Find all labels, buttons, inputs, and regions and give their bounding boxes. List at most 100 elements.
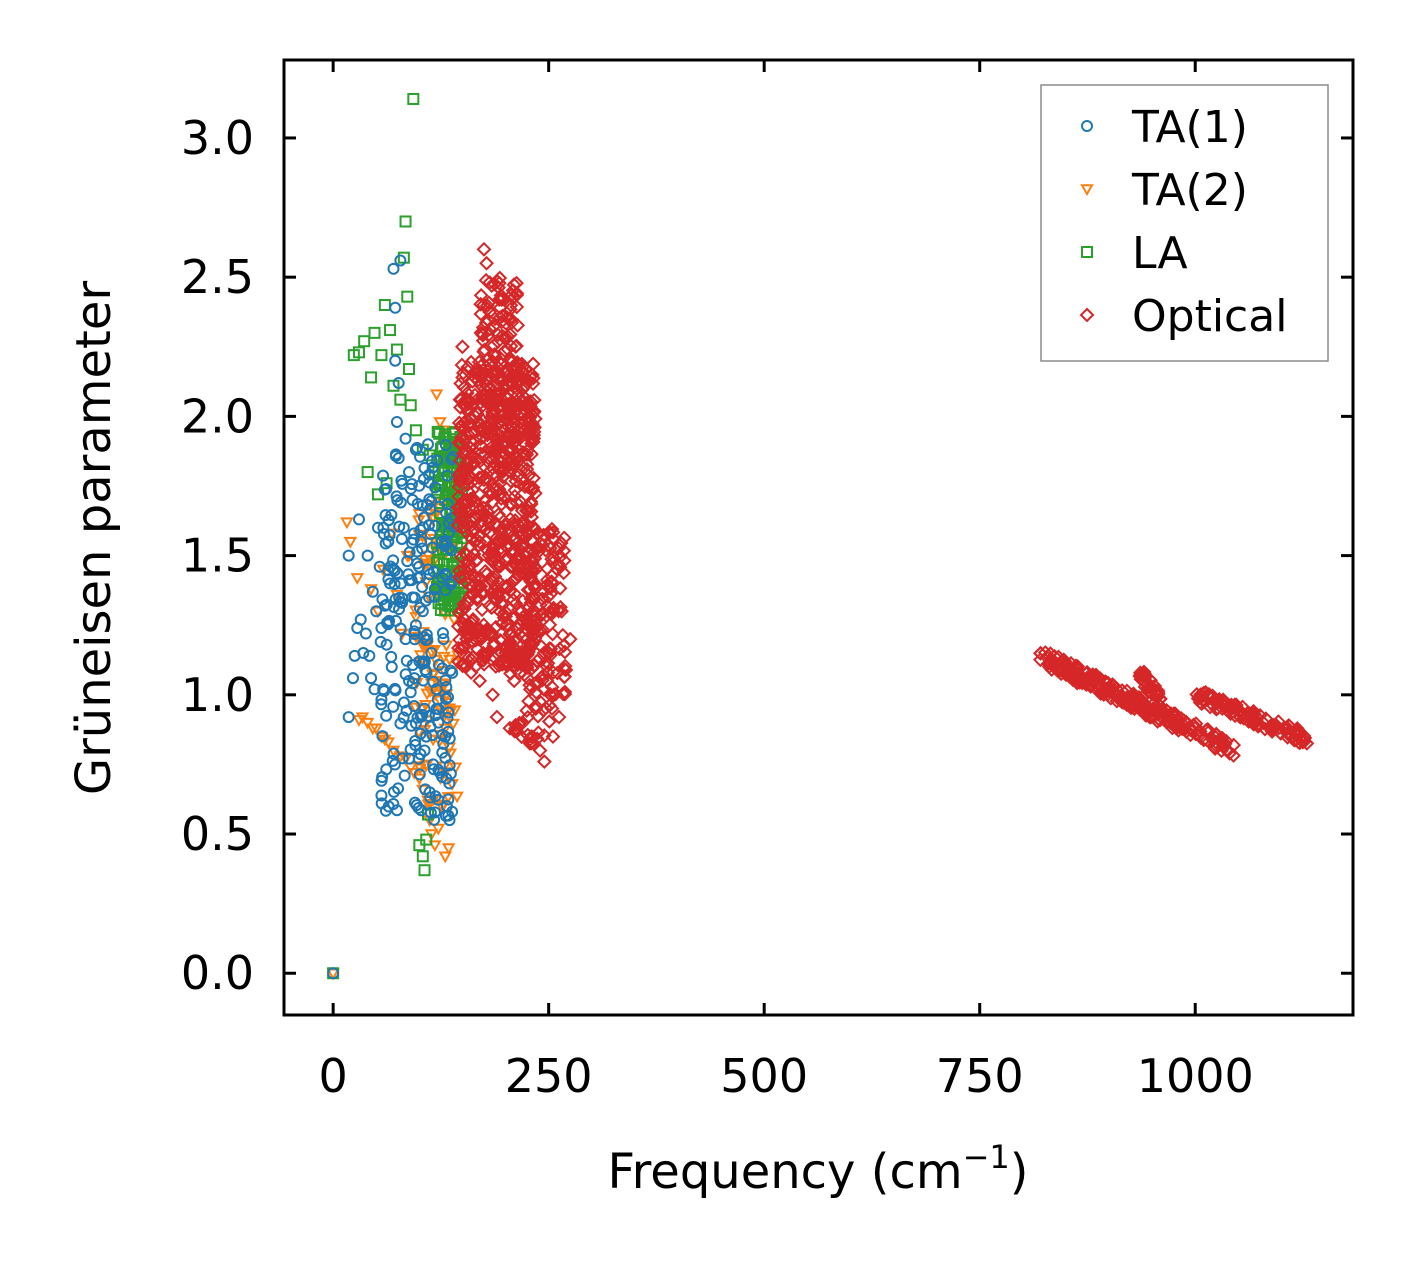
data-point	[1033, 652, 1048, 668]
data-point	[409, 619, 422, 632]
data-point	[493, 558, 509, 574]
x-axis-label-close: )	[1010, 1144, 1029, 1200]
data-point	[1244, 710, 1259, 726]
data-point	[429, 709, 442, 722]
data-point	[450, 640, 466, 656]
data-point	[380, 482, 393, 495]
data-point	[395, 532, 408, 545]
legend-label: Optical	[1132, 291, 1287, 342]
data-point	[1209, 695, 1225, 711]
data-point	[522, 479, 538, 495]
data-point	[343, 536, 358, 549]
data-point	[326, 968, 340, 981]
data-point	[481, 295, 497, 311]
data-point	[1214, 743, 1229, 759]
data-point	[1051, 649, 1066, 665]
data-point	[437, 633, 450, 646]
points-layer	[326, 92, 1315, 981]
data-point	[528, 698, 544, 714]
data-point	[480, 301, 496, 317]
data-point	[1133, 671, 1149, 687]
data-point	[1096, 685, 1112, 701]
data-point	[486, 635, 502, 651]
data-point	[408, 700, 421, 713]
data-point	[497, 415, 513, 431]
data-point	[498, 447, 513, 462]
data-point	[368, 683, 381, 696]
data-point	[434, 479, 447, 492]
data-point	[361, 549, 374, 562]
data-point	[491, 507, 506, 522]
data-point	[526, 578, 542, 594]
data-point	[374, 635, 387, 648]
data-point	[508, 449, 524, 465]
data-point	[370, 605, 383, 618]
data-point	[354, 613, 367, 626]
data-point	[398, 769, 411, 782]
data-point	[454, 641, 469, 657]
data-point	[1188, 716, 1204, 732]
data-point	[509, 723, 525, 739]
data-point	[414, 523, 427, 536]
data-point	[487, 397, 502, 412]
data-point	[426, 461, 439, 474]
data-point	[526, 634, 542, 650]
data-point	[451, 415, 467, 431]
data-point	[452, 505, 467, 521]
y-tick-labels: 0.0 0.5 1.0 1.5 2.0 2.5 3.0	[181, 111, 254, 1000]
data-point	[408, 625, 421, 638]
data-point	[552, 559, 568, 575]
data-point	[455, 339, 470, 355]
data-point	[479, 255, 495, 271]
data-point	[1059, 661, 1075, 677]
data-point	[468, 500, 484, 516]
data-point	[342, 711, 355, 724]
data-point	[450, 791, 464, 804]
data-point	[493, 645, 509, 661]
data-point	[427, 763, 440, 776]
data-point	[455, 494, 471, 510]
data-point	[522, 566, 538, 582]
data-point	[476, 241, 492, 257]
data-point	[531, 544, 547, 560]
data-point	[542, 687, 558, 702]
data-point	[457, 398, 473, 414]
data-point	[437, 651, 451, 664]
data-point	[426, 729, 439, 742]
x-tick-label: 750	[936, 1049, 1024, 1103]
data-point	[510, 621, 525, 637]
data-point	[528, 561, 544, 577]
data-point	[1196, 685, 1211, 701]
data-point	[375, 797, 388, 810]
data-point	[510, 317, 526, 333]
legend-marker-icon	[1081, 120, 1093, 132]
data-point	[551, 709, 567, 725]
data-point	[443, 777, 456, 790]
legend-entry: LA	[1081, 228, 1188, 279]
data-point	[377, 683, 390, 696]
data-point	[484, 600, 499, 616]
data-point	[375, 789, 388, 802]
data-point	[1077, 675, 1093, 691]
data-point	[1281, 718, 1297, 734]
data-point	[453, 435, 469, 451]
data-point	[1169, 718, 1185, 734]
data-point	[358, 335, 371, 348]
data-point	[389, 301, 402, 314]
data-point	[455, 656, 471, 671]
data-point	[1264, 721, 1280, 737]
data-point	[525, 356, 541, 372]
data-point	[408, 796, 421, 809]
data-point	[536, 727, 552, 743]
data-point	[463, 665, 479, 680]
data-point	[424, 806, 437, 819]
data-point	[544, 701, 560, 717]
data-point	[414, 748, 427, 761]
data-point	[432, 658, 445, 671]
data-point	[440, 569, 453, 582]
data-point	[480, 450, 496, 466]
data-point	[400, 654, 413, 667]
data-point	[389, 593, 402, 606]
data-point	[363, 649, 376, 662]
data-point	[428, 813, 441, 826]
